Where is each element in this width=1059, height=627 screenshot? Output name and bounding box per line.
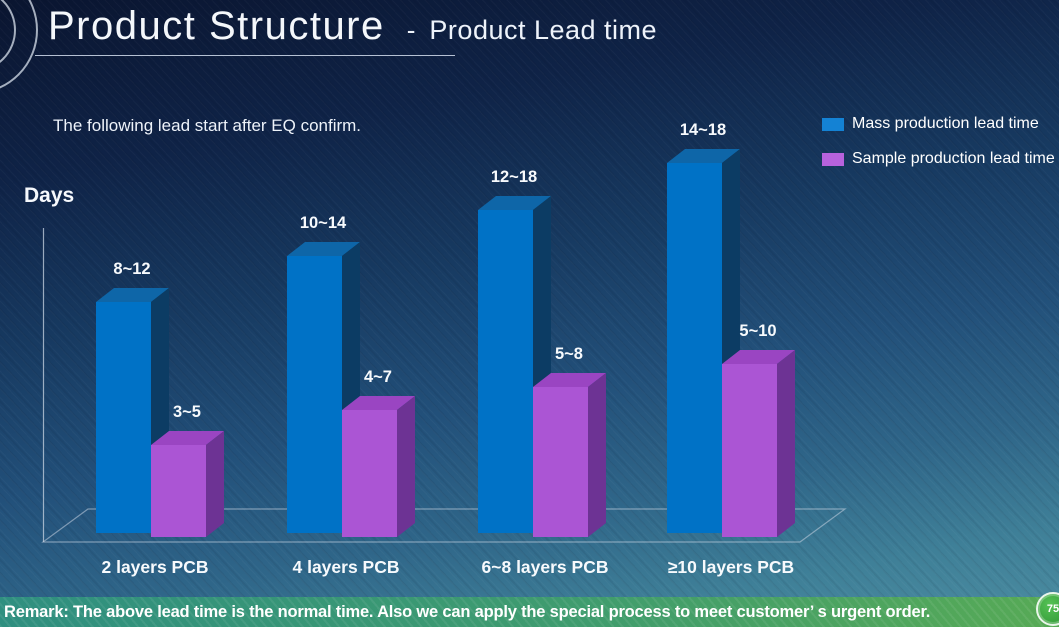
- remark-text: Remark: The above lead time is the norma…: [4, 602, 931, 621]
- legend-swatch-sample: [822, 152, 844, 166]
- category-label-1: 2 layers PCB: [101, 557, 208, 577]
- sample-bar-2-side: [397, 396, 415, 537]
- chart-legend: Mass production lead time Sample product…: [822, 110, 1055, 180]
- page-title: Product Structure: [48, 4, 385, 48]
- chart-note: The following lead start after EQ confir…: [53, 116, 362, 135]
- sample-bar-1-front: [151, 445, 206, 537]
- mass-bar-4-value-label: 14~18: [680, 121, 726, 139]
- remark-bar: Remark: The above lead time is the norma…: [0, 597, 1059, 627]
- category-label-3: 6~8 layers PCB: [482, 557, 609, 577]
- sample-bar-3-top: [533, 373, 606, 387]
- legend-label-sample: Sample production lead time: [852, 150, 1055, 167]
- slide-header: Product Structure - Product Lead time: [48, 0, 657, 52]
- mass-bar-4-front: [667, 163, 722, 533]
- mass-bar-2-value-label: 10~14: [300, 214, 347, 232]
- y-axis-label: Days: [24, 184, 75, 207]
- sample-bar-2-front: [342, 410, 397, 537]
- legend-item-sample: Sample production lead time: [822, 145, 1055, 173]
- sample-bar-1-value-label: 3~5: [173, 403, 201, 421]
- category-label-4: ≥10 layers PCB: [668, 557, 794, 577]
- legend-swatch-mass: [822, 117, 844, 131]
- mass-bar-2-front: [287, 256, 342, 533]
- category-label-2: 4 layers PCB: [292, 557, 399, 577]
- sample-bar-2-top: [342, 396, 415, 410]
- sample-bar-3-side: [588, 373, 606, 537]
- mass-bar-2-top: [287, 242, 360, 256]
- legend-label-mass: Mass production lead time: [852, 115, 1039, 132]
- page-number-badge: 75: [1036, 592, 1059, 626]
- mass-bar-3-front: [478, 210, 533, 533]
- sample-bar-4-value-label: 5~10: [739, 322, 776, 340]
- mass-bar-3-top: [478, 196, 551, 210]
- sample-bar-3-value-label: 5~8: [555, 345, 583, 363]
- title-underline: [35, 55, 455, 56]
- sample-bar-4-top: [722, 350, 795, 364]
- mass-bar-3-value-label: 12~18: [491, 168, 537, 186]
- sample-bar-4-front: [722, 364, 777, 537]
- legend-item-mass: Mass production lead time: [822, 110, 1055, 138]
- chart-floor-plane: [41, 508, 847, 543]
- mass-bar-4-top: [667, 149, 740, 163]
- title-separator: -: [406, 15, 416, 45]
- mass-bar-1-top: [96, 288, 169, 302]
- mass-bar-1-value-label: 8~12: [113, 260, 150, 278]
- sample-bar-1-top: [151, 431, 224, 445]
- sample-bar-3-front: [533, 387, 588, 537]
- sample-bar-4-side: [777, 350, 795, 537]
- sample-bar-1-side: [206, 431, 224, 537]
- page-subtitle: Product Lead time: [429, 15, 658, 45]
- mass-bar-1-front: [96, 302, 151, 533]
- page-number: 75: [1046, 603, 1059, 615]
- sample-bar-2-value-label: 4~7: [364, 368, 392, 386]
